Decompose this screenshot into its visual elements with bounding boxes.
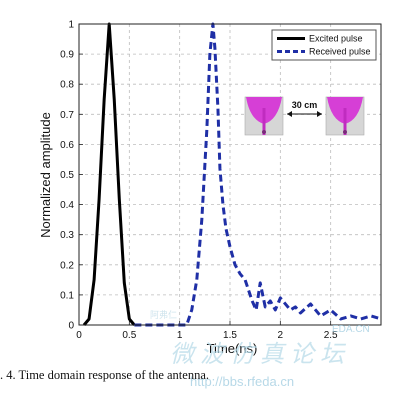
watermark-brand-text: EDA.CN	[332, 324, 370, 335]
chart: 0 0.5 1 1.5 2 2.5 0 0.1 0.2 0.3 0.4 0.5 0.6 0.7 0.8 0.9…	[60, 20, 382, 341]
legend-box	[271, 29, 377, 61]
watermark-cn-text: 微波仿真论坛	[170, 340, 350, 368]
antenna-left-icon	[244, 96, 284, 136]
y-tick-label: 0.9	[60, 50, 74, 61]
y-tick-label: 0.5	[60, 170, 74, 181]
y-axis-label: Normalized amplitude	[38, 112, 53, 238]
y-tick-label: 0.8	[60, 80, 74, 91]
figure-caption: . 4. Time domain response of the antenna…	[0, 368, 209, 382]
y-tick-label: 0.7	[60, 110, 74, 121]
y-tick-label: 0	[68, 321, 74, 332]
x-tick-label: 2	[278, 330, 284, 341]
y-tick-label: 0.2	[60, 260, 74, 271]
watermark: 阿弗仁 EDA.CN 微波仿真论坛 http://bbs.rfeda.cn	[150, 309, 370, 389]
x-tick-label: 2.5	[324, 330, 338, 341]
x-tick-label: 1	[177, 330, 183, 341]
y-tick-label: 0.4	[60, 200, 74, 211]
legend-label-received: Received pulse	[309, 47, 371, 57]
y-tick-label: 0.1	[60, 290, 74, 301]
antenna-inset: 30 cm	[244, 96, 365, 136]
x-tick-label: 0	[76, 330, 82, 341]
y-tick-label: 1	[68, 20, 74, 31]
distance-label: 30 cm	[292, 100, 318, 110]
y-tick-label: 0.3	[60, 230, 74, 241]
series-line-received	[134, 22, 382, 327]
antenna-right-icon	[325, 96, 365, 136]
x-tick-label: 0.5	[122, 330, 136, 341]
watermark-url: http://bbs.rfeda.cn	[190, 374, 294, 389]
watermark-small-text: 阿弗仁	[150, 309, 177, 321]
legend: Excited pulse Received pulse	[271, 29, 377, 61]
plot-frame	[78, 23, 382, 326]
x-axis-label: Time(ns)	[207, 341, 258, 356]
x-tick-label: 1.5	[223, 330, 237, 341]
legend-label-excited: Excited pulse	[309, 34, 363, 44]
distance-arrow-icon	[287, 111, 322, 117]
y-tick-label: 0.6	[60, 140, 74, 151]
